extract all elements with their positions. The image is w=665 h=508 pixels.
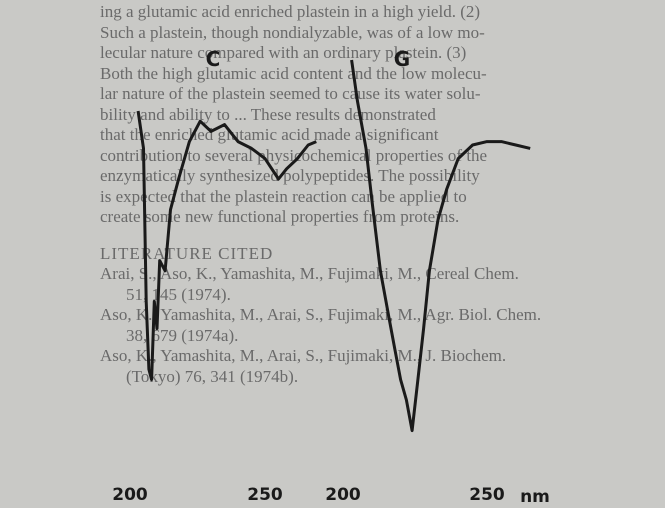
document-text: ing a glutamic acid enriched plastein in… (100, 2, 660, 387)
paragraph-line: ing a glutamic acid enriched plastein in… (100, 2, 481, 21)
panel-label: C (206, 47, 221, 71)
paragraph-line: lar nature of the plastein seemed to cau… (100, 84, 481, 103)
paragraph-line: lecular nature compared with an ordinary… (100, 43, 467, 62)
paragraph-line: is expected that the plastein reaction c… (100, 186, 467, 206)
panel-label: G (394, 47, 410, 71)
spectrum-line (136, 110, 317, 382)
paragraph-line: enzymatically synthesized polypeptides. … (100, 166, 480, 185)
x-axis-label: nm (520, 487, 550, 507)
references-heading: LITERATURE CITED (100, 243, 274, 263)
x-tick-label: 200 (325, 485, 361, 505)
paragraph-line: that the enriched glutamic acid made a s… (100, 125, 439, 144)
reference-line: 51, 145 (1974). (126, 284, 231, 304)
paragraph-line: contribution to several physicochemical … (100, 145, 488, 165)
paragraph-line: Such a plastein, though nondialyzable, w… (100, 22, 485, 42)
reference-line: (Tokyo) 76, 341 (1974b). (126, 366, 299, 386)
paragraph-line: create some new functional properties fr… (100, 207, 460, 226)
x-tick-label: 250 (247, 485, 283, 505)
paragraph-line: Both the high glutamic acid content and … (100, 63, 487, 83)
reference-line: Aso, K., Yamashita, M., Arai, S., Fujima… (100, 305, 542, 324)
x-tick-label: 200 (112, 485, 148, 505)
spectrum-line (350, 59, 531, 433)
reference-line: Arai, S., Aso, K., Yamashita, M., Fujima… (100, 264, 519, 283)
paragraph-line: bility and ability to ... These results … (100, 104, 436, 124)
x-tick-label: 250 (469, 485, 505, 505)
reference-line: Aso, K., Yamashita, M., Arai, S., Fujima… (100, 346, 507, 365)
